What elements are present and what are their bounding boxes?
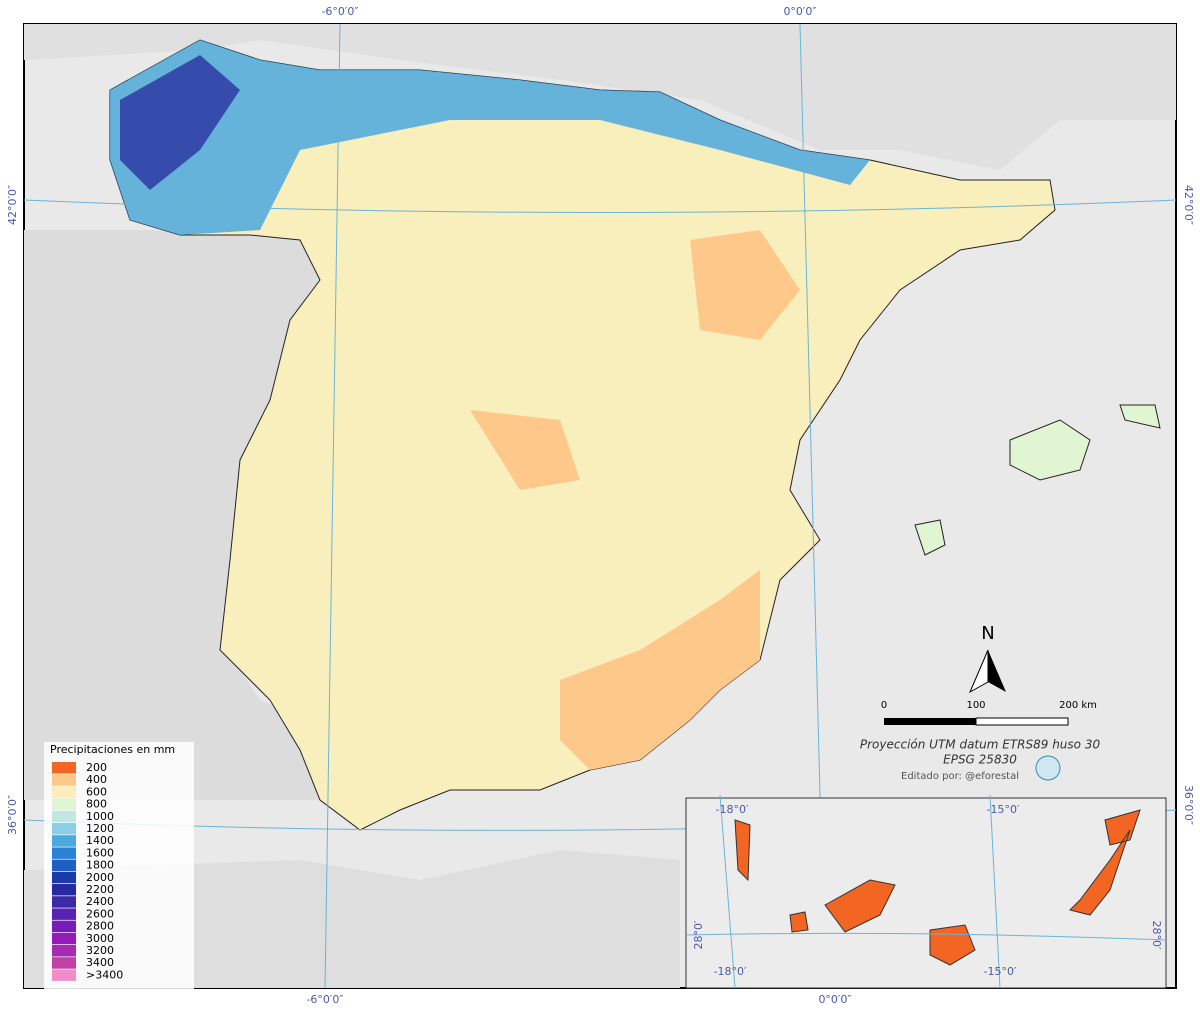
coordinate-label: -15°0′ bbox=[984, 965, 1017, 978]
coordinate-label: 0°0′0″ bbox=[818, 993, 851, 1006]
legend-label: 200 bbox=[86, 761, 107, 774]
legend-label: 2400 bbox=[86, 895, 114, 908]
balearics bbox=[914, 404, 1161, 556]
dry-southeast bbox=[560, 570, 760, 770]
legend-swatch bbox=[52, 920, 76, 933]
legend-label: 400 bbox=[86, 773, 107, 786]
scale-label: 0 bbox=[881, 700, 887, 711]
coordinate-label: 0°0′0″ bbox=[783, 5, 816, 18]
coordinate-label: 36°0′0″ bbox=[1182, 785, 1195, 825]
coordinate-label: -15°0′ bbox=[987, 803, 1020, 816]
france bbox=[24, 24, 1176, 170]
legend-label: 3200 bbox=[86, 944, 114, 957]
legend-swatch bbox=[52, 774, 76, 786]
legend-label: 3400 bbox=[86, 956, 114, 969]
coordinate-label: -18°0′ bbox=[716, 803, 749, 816]
legend-swatch bbox=[52, 835, 76, 847]
projection: Proyección UTM datum ETRS89 huso 30 bbox=[860, 738, 1101, 752]
wet-north bbox=[110, 40, 870, 235]
legend-label: 600 bbox=[86, 785, 107, 798]
scale-black bbox=[884, 718, 976, 725]
legend-swatch bbox=[52, 762, 76, 774]
credit: Editado por: @eforestal bbox=[901, 771, 1019, 782]
legend-swatch bbox=[52, 908, 76, 920]
legend-label: 3000 bbox=[86, 932, 114, 945]
coordinate-label: 36°0′0″ bbox=[6, 795, 19, 835]
legend-label: 1200 bbox=[86, 822, 114, 835]
scale-white bbox=[975, 717, 1069, 726]
legend-label: 2000 bbox=[86, 871, 114, 884]
legend-swatch bbox=[52, 786, 76, 798]
scale-label: 200 km bbox=[1059, 700, 1097, 711]
north-arrow-right bbox=[988, 650, 1006, 692]
legend-swatch bbox=[52, 810, 76, 823]
inset-graticule bbox=[685, 794, 1167, 989]
legend-swatch bbox=[52, 896, 76, 908]
legend-swatch bbox=[52, 871, 76, 884]
coordinate-label: -6°0′0″ bbox=[306, 993, 343, 1006]
logo bbox=[1035, 755, 1061, 781]
legend-label: 1000 bbox=[86, 810, 114, 823]
scale-label: 100 bbox=[966, 700, 985, 711]
coordinate-label: 42°0′0″ bbox=[6, 185, 19, 225]
legend-swatch bbox=[52, 847, 76, 859]
legend-swatch bbox=[52, 823, 76, 835]
coordinate-label: 42°0′0″ bbox=[1182, 185, 1195, 225]
legend-label: >3400 bbox=[86, 968, 123, 981]
legend-swatch bbox=[52, 969, 76, 981]
north-label: N bbox=[981, 623, 994, 644]
dry-interior bbox=[470, 230, 800, 490]
epsg: EPSG 25830 bbox=[943, 753, 1017, 767]
legend-label: 1600 bbox=[86, 846, 114, 859]
legend-swatch bbox=[52, 945, 76, 957]
legend-label: 2200 bbox=[86, 883, 114, 896]
coordinate-label: 28°0′ bbox=[692, 920, 705, 949]
wet-galicia bbox=[120, 55, 240, 190]
coordinate-label: -6°0′0″ bbox=[321, 5, 358, 18]
legend-swatch bbox=[52, 932, 76, 945]
portugal bbox=[24, 230, 340, 800]
legend-label: 2800 bbox=[86, 920, 114, 933]
legend-label: 2600 bbox=[86, 907, 114, 920]
coordinate-label: -18°0′ bbox=[714, 965, 747, 978]
legend-swatch bbox=[52, 859, 76, 872]
coordinate-label: 28°0′ bbox=[1150, 921, 1163, 950]
legend-label: 1800 bbox=[86, 859, 114, 872]
legend-swatch bbox=[52, 798, 76, 811]
legend-swatch bbox=[52, 884, 76, 896]
legend-title: Precipitaciones en mm bbox=[50, 743, 175, 756]
legend-label: 800 bbox=[86, 798, 107, 811]
legend-swatch bbox=[52, 957, 76, 969]
legend-label: 1400 bbox=[86, 834, 114, 847]
